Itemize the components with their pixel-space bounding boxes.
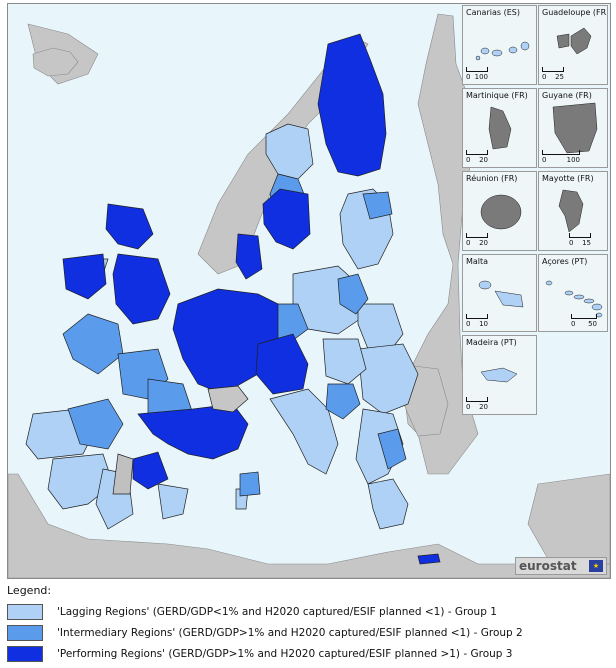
eu-flag-icon: ★ [589,560,603,572]
inset-guadeloupe: Guadeloupe (FR) 0 25 [538,5,608,85]
inset-martinique: Martinique (FR) 0 20 [462,88,537,168]
scale-bar: 0 15 [569,233,591,247]
iceland-shape [32,47,79,77]
inset-reunion: Réunion (FR) 0 20 [462,171,537,251]
inset-title: Canarias (ES) [466,8,520,17]
legend-swatch-group2 [7,625,43,641]
inset-title: Martinique (FR) [466,91,528,100]
map-canvas [8,13,610,578]
scale-bar: 0 100 [542,150,580,164]
logo-text: eurostat [519,559,577,573]
inset-title: Guyane (FR) [542,91,592,100]
scale-bar: 0 10 [466,314,488,328]
inset-title: Madeira (PT) [466,338,517,347]
inset-mayotte: Mayotte (FR) 0 15 [538,171,608,251]
group3-regions [62,33,441,565]
legend-label: 'Lagging Regions' (GERD/GDP<1% and H2020… [57,606,497,618]
legend-item: 'Performing Regions' (GERD/GDP>1% and H2… [7,644,611,664]
inset-title: Mayotte (FR) [542,174,594,183]
scale-bar: 0 20 [466,233,488,247]
scale-bar: 0 20 [466,150,488,164]
scale-bar: 0 20 [466,397,488,411]
scale-bar: 0 100 [466,67,488,81]
inset-title: Guadeloupe (FR) [542,8,608,17]
legend-label: 'Performing Regions' (GERD/GDP>1% and H2… [57,648,513,660]
inset-guyane: Guyane (FR) 0 100 [538,88,608,168]
inset-title: Açores (PT) [542,257,588,266]
legend-item: 'Intermediary Regions' (GERD/GDP>1% and … [7,623,611,643]
legend: Legend: 'Lagging Regions' (GERD/GDP<1% a… [7,584,611,665]
legend-swatch-group1 [7,604,43,620]
legend-title: Legend: [7,584,52,597]
inset-malta: Malta 0 10 [462,254,537,332]
scale-bar: 0 50 [571,314,597,328]
legend-swatch-group3 [7,646,43,662]
inset-madeira: Madeira (PT) 0 20 [462,335,537,415]
inset-title: Malta [466,257,489,266]
inset-canarias: Canarias (ES) 0 100 [462,5,537,85]
inset-title: Réunion (FR) [466,174,518,183]
no-data-region [112,453,134,495]
scale-bar: 0 25 [542,67,564,81]
switzerland-shape [207,385,249,413]
legend-label: 'Intermediary Regions' (GERD/GDP>1% and … [57,627,523,639]
group1-regions [25,123,419,530]
inset-acores: Açores (PT) 0 50 [538,254,608,332]
eurostat-logo: eurostat ★ [515,557,607,575]
europe-region-map: Canarias (ES) 0 100 Guadeloupe (FR) 0 25 M… [7,3,611,579]
legend-item: 'Lagging Regions' (GERD/GDP<1% and H2020… [7,602,611,622]
